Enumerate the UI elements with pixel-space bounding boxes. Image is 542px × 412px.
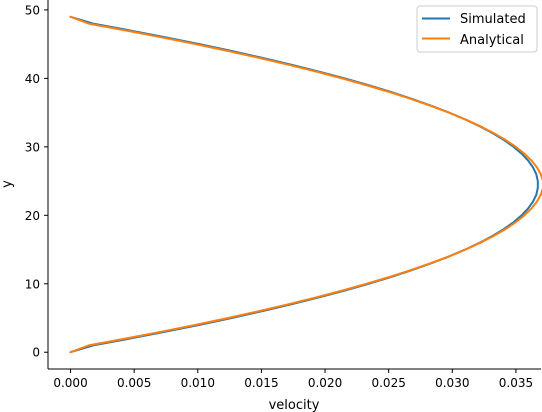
x-tick-label: 0.035 <box>499 376 533 390</box>
x-tick-label: 0.010 <box>181 376 215 390</box>
y-tick-label: 0 <box>32 346 40 360</box>
plot-area <box>69 15 542 354</box>
legend-label-analytical: Analytical <box>460 33 524 48</box>
y-tick-label: 30 <box>25 140 40 154</box>
y-tick-label: 20 <box>25 209 40 223</box>
y-tick-label: 50 <box>25 3 40 17</box>
series-layer <box>69 15 542 354</box>
x-tick-label: 0.020 <box>308 376 342 390</box>
y-ticks: 0 10 20 30 40 50 <box>25 3 48 360</box>
legend-label-simulated: Simulated <box>460 12 526 27</box>
legend: Simulated Analytical <box>416 5 538 53</box>
series-line-analytical <box>69 15 542 354</box>
y-tick-label: 10 <box>25 277 40 291</box>
x-tick-label: 0.015 <box>244 376 278 390</box>
y-tick-label: 40 <box>25 72 40 86</box>
x-ticks: 0.000 0.005 0.010 0.015 0.020 0.025 0.030 0.035 <box>53 369 533 390</box>
x-tick-label: 0.030 <box>435 376 469 390</box>
x-tick-label: 0.025 <box>371 376 405 390</box>
x-axis-label: velocity <box>269 398 320 412</box>
x-tick-label: 0.000 <box>53 376 87 390</box>
y-axis-label: y <box>0 180 15 188</box>
x-tick-label: 0.005 <box>117 376 151 390</box>
